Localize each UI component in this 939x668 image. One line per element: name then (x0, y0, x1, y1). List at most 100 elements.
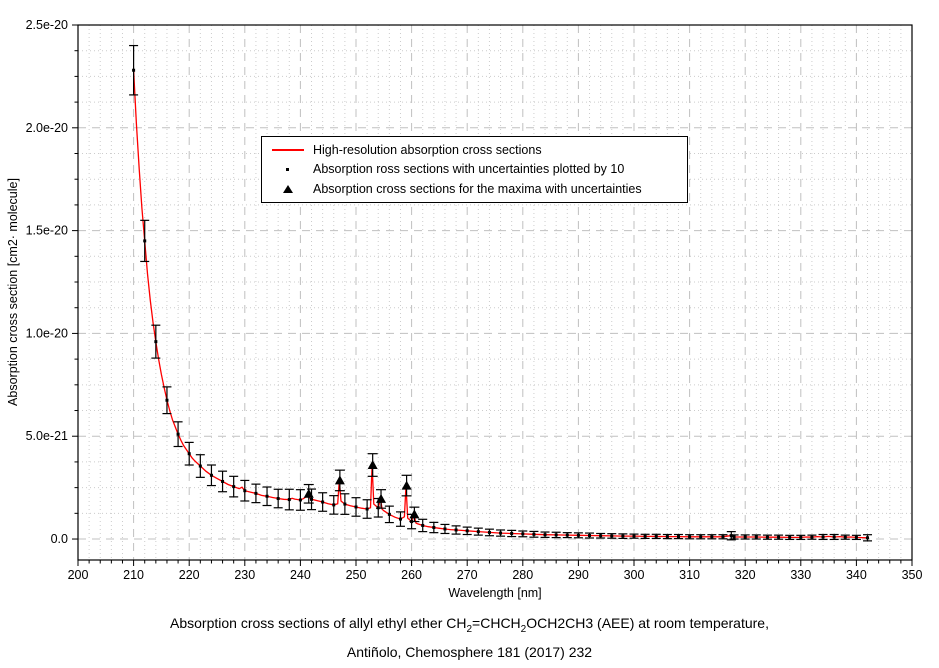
data-point (610, 534, 614, 538)
data-point (621, 534, 625, 538)
data-point (298, 498, 302, 502)
data-point (732, 535, 736, 539)
x-tick-label: 230 (234, 568, 255, 582)
data-point (821, 535, 825, 539)
data-point (588, 534, 592, 538)
legend-label-maxima: Absorption cross sections for the maxima… (313, 182, 642, 197)
data-point (354, 505, 358, 509)
x-tick-label: 300 (624, 568, 645, 582)
data-point (243, 489, 247, 493)
data-point (521, 532, 525, 536)
data-point (398, 517, 402, 521)
data-point (187, 452, 191, 456)
x-tick-label: 350 (902, 568, 923, 582)
data-point (565, 533, 569, 537)
data-point (443, 527, 447, 531)
data-point (387, 512, 391, 516)
plot-frame (77, 24, 913, 561)
x-tick-label: 320 (735, 568, 756, 582)
figure-caption: Absorption cross sections of allyl ethyl… (0, 612, 939, 663)
data-point (576, 533, 580, 537)
x-tick-label: 280 (512, 568, 533, 582)
x-tick-label: 250 (346, 568, 367, 582)
data-point (532, 532, 536, 536)
data-point (510, 531, 514, 535)
data-point (699, 535, 703, 539)
data-point (721, 535, 725, 539)
data-point (454, 528, 458, 532)
data-point (866, 536, 870, 540)
data-point (343, 502, 347, 506)
x-tick-label: 210 (123, 568, 144, 582)
data-point (632, 534, 636, 538)
maxima-marker (409, 509, 420, 519)
data-point (143, 239, 147, 243)
data-point (765, 535, 769, 539)
legend-entry-maxima: Absorption cross sections for the maxima… (262, 180, 687, 198)
data-point (554, 533, 558, 537)
data-point (276, 497, 280, 501)
maxima-marker (401, 480, 412, 490)
maxima-marker (376, 493, 387, 503)
data-point (710, 535, 714, 539)
data-point (154, 340, 158, 344)
x-tick-label: 200 (68, 568, 89, 582)
y-axis-title: Absorption cross section [cm2· molecule] (6, 178, 20, 406)
data-point (254, 491, 258, 495)
data-point (221, 479, 225, 483)
data-point (165, 398, 169, 402)
x-tick-label: 240 (290, 568, 311, 582)
triangle-marker-icon (271, 185, 304, 194)
data-point (543, 533, 547, 537)
data-point (332, 503, 336, 507)
data-point (321, 500, 325, 504)
data-point (665, 535, 669, 539)
data-point (788, 535, 792, 539)
x-tick-label: 340 (846, 568, 867, 582)
high-res-absorption-line (132, 70, 868, 539)
data-point (832, 535, 836, 539)
x-tick-label: 270 (457, 568, 478, 582)
x-tick-label: 290 (568, 568, 589, 582)
data-point (421, 523, 425, 527)
caption-line-2: Antiñolo, Chemosphere 181 (2017) 232 (346, 643, 593, 660)
y-tick-label: 2.0e-20 (26, 121, 68, 135)
data-point (176, 432, 180, 436)
caption-line-1: Absorption cross sections of allyl ethyl… (170, 615, 769, 635)
data-point (365, 507, 369, 511)
data-point (777, 535, 781, 539)
data-point (688, 535, 692, 539)
data-point (799, 535, 803, 539)
data-point (654, 534, 658, 538)
legend: High-resolution absorption cross section… (261, 136, 688, 203)
legend-label-highres: High-resolution absorption cross section… (313, 142, 542, 157)
data-point (754, 535, 758, 539)
data-point (232, 485, 236, 489)
maxima-marker (334, 475, 345, 485)
data-point (209, 473, 213, 477)
data-point (476, 530, 480, 534)
data-point (310, 497, 314, 501)
y-tick-label: 5.0e-21 (26, 429, 68, 443)
x-tick-label: 310 (679, 568, 700, 582)
data-point (265, 494, 269, 498)
data-point (854, 535, 858, 539)
data-point (432, 526, 436, 530)
y-tick-label: 2.5e-20 (26, 18, 68, 32)
data-point (287, 498, 291, 502)
red-line-icon (271, 148, 304, 151)
maxima-marker (367, 460, 378, 470)
data-point (599, 534, 603, 538)
data-point (743, 535, 747, 539)
legend-label-sampled: Absorption ross sections with uncertaint… (313, 162, 625, 177)
data-point (198, 464, 202, 468)
data-point (729, 534, 733, 538)
data-point (643, 534, 647, 538)
data-point (810, 535, 814, 539)
dot-marker-icon (271, 167, 304, 171)
data-point (499, 531, 503, 535)
legend-entry-sampled: Absorption ross sections with uncertaint… (262, 160, 687, 178)
data-point (843, 535, 847, 539)
y-tick-label: 1.0e-20 (26, 326, 68, 340)
